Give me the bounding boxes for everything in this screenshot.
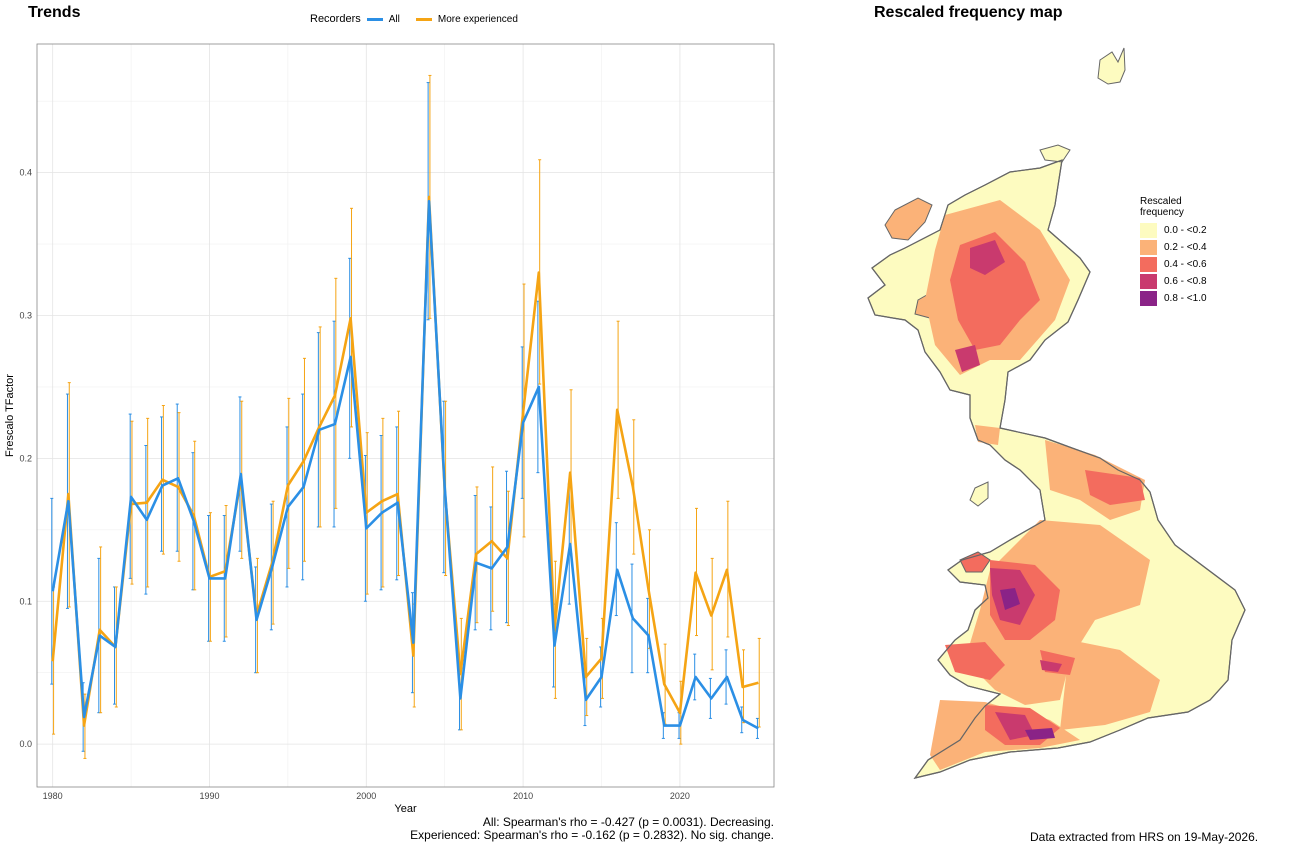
map-legend-label: 0.0 - <0.2	[1164, 225, 1207, 236]
footnote-experienced: Experienced: Spearman's rho = -0.162 (p …	[410, 828, 774, 842]
isle-of-man	[969, 481, 989, 507]
map-legend-item: 0.4 - <0.6	[1140, 256, 1207, 273]
series-line	[51, 195, 759, 727]
legend-swatch-all	[366, 17, 383, 21]
map-title: Rescaled frequency map	[874, 4, 1063, 21]
anglesey	[959, 551, 991, 573]
map-legend-label: 0.6 - <0.8	[1164, 276, 1207, 287]
y-tick-label: 0.0	[19, 739, 32, 749]
y-tick-label: 0.4	[19, 168, 32, 178]
band-0-6	[955, 240, 1062, 740]
map-credit: Data extracted from HRS on 19-May-2026.	[1030, 830, 1259, 844]
map-legend-label: 0.4 - <0.6	[1164, 259, 1207, 270]
frequency-map	[867, 47, 1246, 779]
map-legend-swatch	[1140, 240, 1157, 255]
footnote-all: All: Spearman's rho = -0.427 (p = 0.0031…	[482, 815, 774, 829]
y-axis-label: Frescalo TFactor	[4, 374, 16, 457]
legend-title: Recorders	[310, 13, 361, 25]
map-legend-label: 0.8 - <1.0	[1164, 293, 1207, 304]
legend-label-all: All	[388, 13, 400, 25]
x-tick-label: 1990	[199, 791, 219, 801]
plot-border	[36, 43, 775, 788]
y-tick-label: 0.3	[19, 310, 32, 320]
legend-swatch-experienced	[415, 17, 432, 21]
map-legend-swatch	[1140, 223, 1157, 238]
trends-legend: Recorders All More experienced	[310, 13, 518, 25]
map-legend-label: 0.2 - <0.4	[1164, 242, 1207, 253]
outer-hebrides	[884, 197, 933, 241]
map-legend-item: 0.8 - <1.0	[1140, 290, 1207, 307]
map-legend: Rescaled frequency 0.0 - <0.2 0.2 - <0.4 0…	[1140, 196, 1207, 307]
orkney	[1039, 144, 1071, 163]
x-axis-label: Year	[394, 803, 417, 815]
map-legend-title-2: frequency	[1140, 207, 1184, 218]
map-legend-item: 0.0 - <0.2	[1140, 222, 1207, 239]
map-legend-title-1: Rescaled	[1140, 196, 1182, 207]
map-legend-item: 0.2 - <0.4	[1140, 239, 1207, 256]
gb-outline	[867, 159, 1246, 779]
trends-chart: 1980 1990 2000 2010 2020 0.0 0.1 0.2 0.3 0.4 Year F…	[4, 43, 775, 815]
map-legend-item: 0.6 - <0.8	[1140, 273, 1207, 290]
x-tick-label: 2010	[513, 791, 533, 801]
x-tick-label: 2000	[356, 791, 376, 801]
x-tick-label: 2020	[670, 791, 690, 801]
map-legend-swatch	[1140, 257, 1157, 272]
map-legend-swatch	[1140, 291, 1157, 306]
series-line	[51, 199, 759, 730]
shetland	[1097, 47, 1126, 85]
x-tick-label: 1980	[43, 791, 63, 801]
y-tick-label: 0.2	[19, 453, 32, 463]
trends-footnote: All: Spearman's rho = -0.427 (p = 0.0031…	[74, 816, 774, 842]
map-legend-swatch	[1140, 274, 1157, 289]
y-tick-label: 0.1	[19, 596, 32, 606]
band-0-8	[1000, 588, 1055, 740]
legend-label-experienced: More experienced	[437, 13, 518, 25]
trends-title: Trends	[28, 4, 81, 21]
